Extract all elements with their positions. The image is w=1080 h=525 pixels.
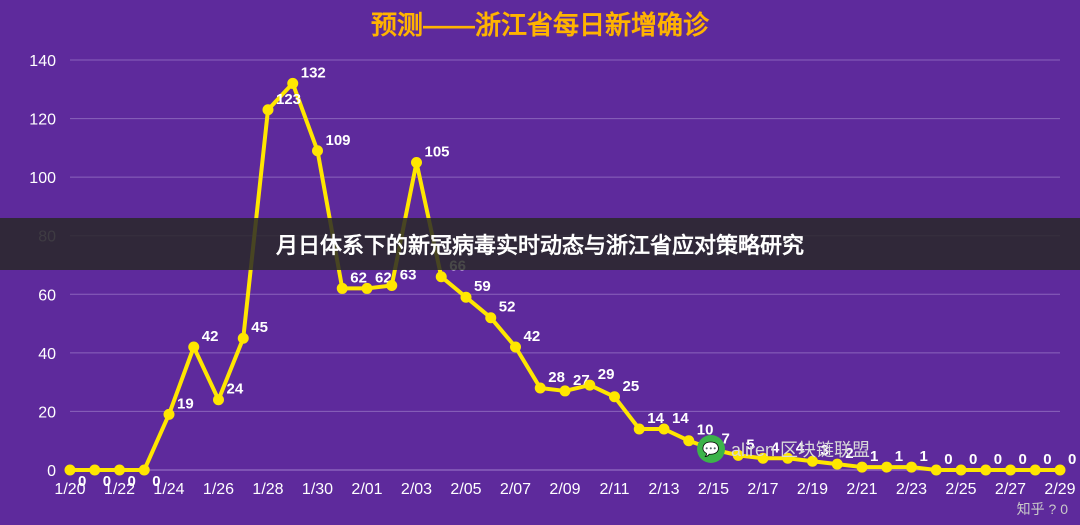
svg-text:1: 1 [895, 448, 903, 465]
watermark-text: aliren 区块链联盟 [731, 436, 870, 462]
svg-text:20: 20 [38, 404, 56, 421]
svg-text:0: 0 [1019, 451, 1027, 468]
svg-text:2/05: 2/05 [450, 481, 481, 498]
svg-text:0: 0 [969, 451, 977, 468]
svg-text:2/11: 2/11 [600, 481, 630, 498]
svg-text:2/07: 2/07 [500, 481, 531, 498]
watermark: 💬 aliren 区块链联盟 [697, 435, 870, 463]
svg-text:2/21: 2/21 [846, 481, 877, 498]
svg-text:0: 0 [944, 451, 952, 468]
svg-text:0: 0 [994, 451, 1002, 468]
svg-text:1: 1 [870, 448, 878, 465]
svg-text:100: 100 [29, 170, 56, 187]
svg-text:0: 0 [128, 473, 136, 490]
svg-text:1/30: 1/30 [302, 481, 333, 498]
svg-text:2/03: 2/03 [401, 481, 432, 498]
svg-text:123: 123 [276, 91, 301, 108]
svg-text:2/25: 2/25 [945, 481, 976, 498]
svg-text:109: 109 [326, 132, 351, 149]
svg-text:25: 25 [623, 378, 640, 395]
svg-text:0: 0 [152, 473, 160, 490]
svg-text:29: 29 [598, 366, 615, 383]
wechat-glyph: 💬 [702, 441, 719, 458]
svg-text:59: 59 [474, 278, 491, 295]
svg-text:2/01: 2/01 [351, 481, 382, 498]
svg-text:40: 40 [38, 346, 56, 363]
svg-text:45: 45 [251, 319, 268, 336]
svg-text:1/28: 1/28 [252, 481, 283, 498]
svg-text:24: 24 [227, 381, 244, 398]
svg-text:0: 0 [78, 473, 86, 490]
svg-text:2/23: 2/23 [896, 481, 927, 498]
wechat-icon: 💬 [697, 435, 725, 463]
svg-text:2/13: 2/13 [648, 481, 679, 498]
svg-text:0: 0 [103, 473, 111, 490]
bottom-right-caption: 知乎 ? 0 [1017, 499, 1068, 519]
svg-text:2/19: 2/19 [797, 481, 828, 498]
svg-text:105: 105 [425, 144, 450, 161]
svg-text:0: 0 [47, 463, 56, 480]
svg-text:60: 60 [38, 287, 56, 304]
chart-title: 预测——浙江省每日新增确诊 [371, 10, 710, 40]
svg-text:2/15: 2/15 [698, 481, 729, 498]
overlay-title-text: 月日体系下的新冠病毒实时动态与浙江省应对策略研究 [276, 228, 804, 260]
svg-text:2/29: 2/29 [1044, 481, 1075, 498]
svg-text:120: 120 [29, 112, 56, 129]
svg-text:19: 19 [177, 395, 194, 412]
svg-text:52: 52 [499, 299, 516, 316]
svg-text:0: 0 [1068, 451, 1076, 468]
svg-text:42: 42 [202, 328, 219, 345]
svg-text:2/17: 2/17 [747, 481, 778, 498]
svg-text:1/26: 1/26 [203, 481, 234, 498]
svg-text:14: 14 [672, 410, 689, 427]
svg-text:42: 42 [524, 328, 541, 345]
overlay-band: 月日体系下的新冠病毒实时动态与浙江省应对策略研究 [0, 218, 1080, 270]
svg-text:1: 1 [920, 448, 928, 465]
svg-text:2/09: 2/09 [549, 481, 580, 498]
svg-text:0: 0 [1043, 451, 1051, 468]
svg-text:2/27: 2/27 [995, 481, 1026, 498]
svg-text:132: 132 [301, 64, 326, 81]
svg-text:28: 28 [548, 369, 565, 386]
svg-text:140: 140 [29, 53, 56, 70]
